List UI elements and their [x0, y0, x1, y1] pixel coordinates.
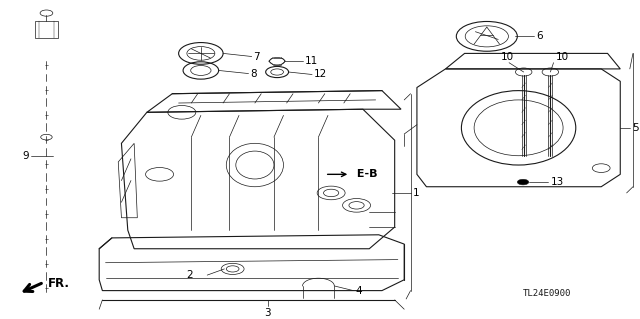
Text: 9: 9	[22, 151, 29, 161]
Text: 1: 1	[412, 188, 419, 198]
Text: 2: 2	[186, 270, 193, 280]
Circle shape	[517, 179, 529, 185]
Text: 6: 6	[536, 31, 543, 41]
Text: E-B: E-B	[353, 169, 378, 179]
Text: 12: 12	[314, 70, 327, 79]
Text: TL24E0900: TL24E0900	[523, 289, 572, 298]
Text: FR.: FR.	[49, 277, 70, 290]
Text: 10: 10	[500, 52, 514, 62]
Text: 3: 3	[264, 308, 271, 318]
Text: 7: 7	[253, 51, 260, 62]
Text: 8: 8	[250, 69, 257, 78]
Text: 5: 5	[632, 123, 638, 133]
Text: 10: 10	[556, 52, 568, 62]
Text: 11: 11	[305, 56, 317, 66]
Text: 13: 13	[550, 177, 564, 187]
Text: 4: 4	[355, 286, 362, 296]
